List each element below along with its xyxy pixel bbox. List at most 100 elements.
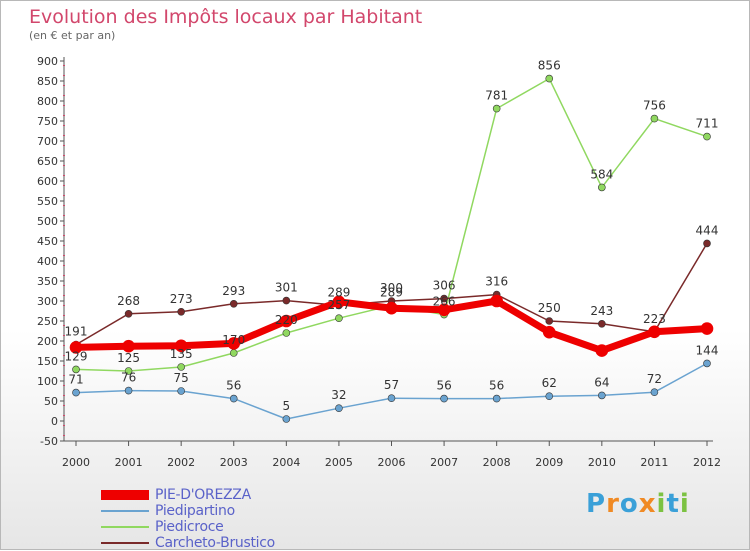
logo-letter: r [606,489,620,519]
data-point [440,394,448,403]
data-point [229,299,238,308]
data-point [124,386,133,395]
data-label: 273 [170,292,193,306]
x-tick-label: 2001 [115,456,143,469]
data-label: 289 [327,285,350,299]
data-point [335,404,343,413]
data-point [177,363,185,371]
data-label: 301 [275,281,298,295]
data-label: 266 [433,295,456,309]
x-tick-label: 2010 [588,456,616,469]
y-tick-label: 850 [37,75,58,88]
series-line [75,77,708,372]
data-label: 856 [538,59,561,73]
legend-item: Piedicroce [101,519,275,535]
data-label: 257 [327,298,350,312]
data-point [492,104,501,113]
y-tick-label: 450 [37,235,58,248]
data-point [227,337,241,350]
data-label: 144 [696,343,719,357]
y-tick-label: 650 [37,155,58,168]
data-point [282,296,291,305]
data-point [598,391,606,400]
data-label: 223 [643,312,666,326]
data-point [700,322,714,335]
data-label: 316 [485,275,508,289]
chart-title: Evolution des Impôts locaux par Habitant [29,6,423,28]
series-carcheto-brustico [72,239,711,349]
data-point [598,183,606,192]
legend-label: Carcheto-Brustico [155,535,275,551]
proxiti-logo: Proxiti [586,489,690,519]
x-tick-label: 2006 [378,456,406,469]
y-tick-label: 600 [37,175,58,188]
legend-label: Piedipartino [155,503,235,519]
x-tick-label: 2002 [167,456,195,469]
x-tick-label: 2009 [535,456,563,469]
data-point [72,388,80,397]
series-piedicroce [72,74,711,375]
y-tick-label: -50 [40,435,58,448]
y-tick-label: 550 [37,195,58,208]
legend-swatch [101,490,149,500]
data-point [124,309,133,318]
logo-letter: t [666,489,680,519]
data-point [174,339,188,353]
x-tick-label: 2000 [62,456,90,469]
data-label: 56 [436,379,451,393]
data-label: 170 [222,333,245,347]
logo-letter: i [656,489,667,519]
data-point [648,325,661,339]
x-tick-label: 2012 [693,456,721,469]
y-tick-label: 150 [37,355,58,368]
data-point [703,359,711,368]
data-point [595,344,609,357]
legend-swatch [101,510,149,512]
y-tick-label: 900 [37,55,58,68]
data-label: 56 [226,379,241,393]
series-piedipartino [72,359,711,423]
y-tick-label: 300 [37,295,58,308]
y-tick-label: 700 [37,135,58,148]
data-point [387,394,396,403]
x-tick-label: 2005 [325,456,353,469]
y-tick-label: 400 [37,255,58,268]
data-label: 5 [283,399,291,413]
x-tick-label: 2008 [483,456,511,469]
legend-swatch [101,542,149,544]
y-tick-label: 750 [37,115,58,128]
series-pie-d-orezza [69,294,714,357]
data-label: 75 [174,371,189,385]
data-point [280,314,293,328]
x-tick-label: 2004 [272,456,300,469]
data-point [437,303,451,317]
data-point [440,294,448,303]
y-tick-label: 500 [37,215,58,228]
data-label: 243 [590,304,613,318]
data-label: 220 [275,313,298,327]
chart-subtitle: (en € et par an) [29,29,116,42]
data-label: 781 [485,89,508,103]
x-tick-label: 2007 [430,456,458,469]
x-tick-label: 2011 [640,456,668,469]
data-point [282,415,291,423]
data-point [72,365,80,374]
logo-letter: o [619,489,639,519]
data-label: 584 [590,167,613,181]
legend-item: Piedipartino [101,503,275,519]
data-point [177,307,185,316]
data-label: 711 [696,117,719,131]
data-point [124,367,133,375]
data-label: 268 [117,294,140,308]
legend-swatch [101,526,149,528]
data-label: 56 [489,379,504,393]
data-point [490,294,503,308]
data-label: 129 [65,349,88,363]
data-point [69,341,83,354]
data-point [650,114,659,123]
logo-letter: P [586,489,607,519]
data-point [703,132,711,141]
legend: PIE-D'OREZZA Piedipartino Piedicroce Carche… [101,487,275,551]
